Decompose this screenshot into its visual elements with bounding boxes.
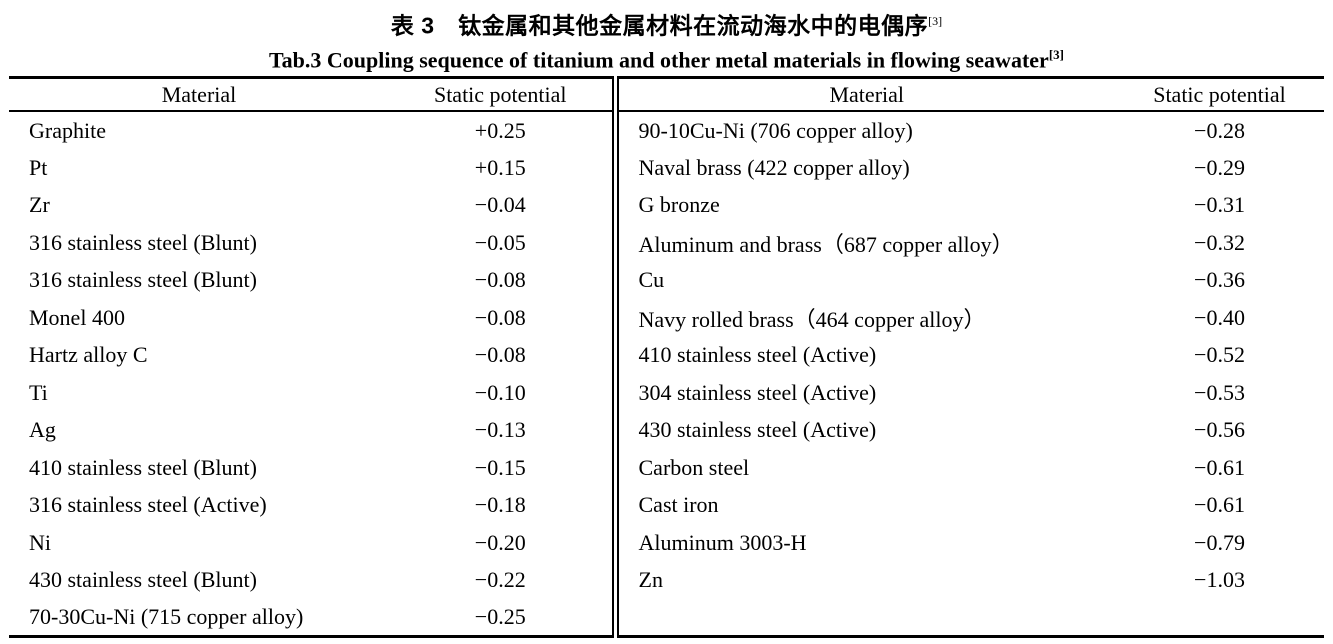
material-cell: Cu (611, 261, 1115, 299)
table-row: 410 stainless steel (Blunt) −0.15 Carbon… (9, 448, 1324, 487)
potential-cell: −0.08 (474, 267, 526, 293)
potential-cell: −0.79 (1194, 529, 1245, 555)
material-cell: Zn (611, 561, 1115, 599)
table-caption-english: Tab.3 Coupling sequence of titanium and … (0, 41, 1333, 74)
table-row: 316 stainless steel (Blunt) −0.05 Alumin… (9, 223, 1324, 262)
table-row: 316 stainless steel (Blunt) −0.08 Cu −0.… (9, 261, 1324, 299)
material-cell: Naval brass (422 copper alloy) (611, 148, 1115, 187)
potential-cell: −0.32 (1194, 229, 1245, 255)
potential-cell: −0.04 (474, 192, 526, 218)
citation-superscript-cn: [3] (928, 14, 943, 28)
material-cell: Ag (29, 417, 56, 443)
caption-chinese-text: 表 3 钛金属和其他金属材料在流动海水中的电偶序 (390, 12, 929, 39)
material-cell: Carbon steel (611, 448, 1115, 487)
table-row: Ag −0.13 430 stainless steel (Active) −0… (9, 411, 1324, 449)
potential-cell: +0.15 (474, 154, 526, 180)
material-cell: Monel 400 (29, 304, 125, 330)
header-potential-right: Static potential (1115, 77, 1324, 113)
potential-cell: −0.36 (1194, 267, 1245, 293)
material-cell: 316 stainless steel (Active) (29, 492, 267, 518)
table-row: Zr −0.04 G bronze −0.31 (9, 186, 1324, 224)
potential-cell: −0.52 (1194, 342, 1245, 368)
caption-english-text: Tab.3 Coupling sequence of titanium and … (269, 46, 1049, 72)
potential-cell: −0.05 (474, 229, 526, 255)
table-row: 430 stainless steel (Blunt) −0.22 Zn −1.… (9, 561, 1324, 599)
table-row: Ni −0.20 Aluminum 3003-H −0.79 (9, 523, 1324, 562)
table-row: Ti −0.10 304 stainless steel (Active) −0… (9, 373, 1324, 412)
potential-cell: +0.25 (474, 117, 526, 143)
material-cell: 70-30Cu-Ni (715 copper alloy) (29, 603, 304, 629)
potential-cell: −0.31 (1194, 192, 1245, 218)
potential-cell: −0.13 (474, 417, 526, 443)
material-cell: Graphite (29, 117, 106, 143)
material-cell: Aluminum 3003-H (611, 523, 1115, 562)
table-row: Graphite +0.25 90-10Cu-Ni (706 copper al… (9, 111, 1324, 149)
potential-cell: −0.18 (474, 492, 526, 518)
material-cell: Hartz alloy C (29, 342, 148, 368)
table-caption-chinese: 表 3 钛金属和其他金属材料在流动海水中的电偶序[3] (0, 7, 1333, 41)
potential-cell: −0.53 (1194, 379, 1245, 405)
header-potential-left: Static potential (389, 77, 615, 113)
potential-cell: −0.25 (474, 603, 526, 629)
material-cell: Aluminum and brass（687 copper alloy） (611, 223, 1115, 262)
potential-cell: −0.61 (1194, 492, 1245, 518)
material-cell: 410 stainless steel (Active) (611, 336, 1115, 374)
material-cell: 410 stainless steel (Blunt) (29, 454, 257, 480)
table-body: Graphite +0.25 90-10Cu-Ni (706 copper al… (9, 111, 1324, 637)
potential-cell: −0.22 (474, 567, 526, 593)
material-cell: 316 stainless steel (Blunt) (29, 267, 257, 293)
table-header: Material Static potential Material Stati… (9, 77, 1324, 113)
potential-cell: −0.29 (1194, 154, 1245, 180)
potential-cell: −0.15 (474, 454, 526, 480)
material-cell: Navy rolled brass（464 copper alloy） (611, 298, 1115, 337)
table-row: 70-30Cu-Ni (715 copper alloy) −0.25 (9, 598, 1324, 637)
potential-cell: −0.08 (474, 342, 526, 368)
material-cell: 316 stainless steel (Blunt) (29, 229, 257, 255)
citation-superscript-en: [3] (1048, 46, 1064, 62)
potential-cell: −0.61 (1194, 454, 1245, 480)
header-material-right: Material (611, 77, 1115, 113)
material-cell (611, 598, 1115, 637)
material-cell: Ti (29, 379, 48, 405)
potential-cell: −0.10 (474, 379, 526, 405)
table-row: Pt +0.15 Naval brass (422 copper alloy) … (9, 148, 1324, 187)
table-row: 316 stainless steel (Active) −0.18 Cast … (9, 486, 1324, 524)
potential-cell: −0.20 (474, 529, 526, 555)
potential-cell: −0.56 (1194, 417, 1245, 443)
material-cell: 430 stainless steel (Blunt) (29, 567, 257, 593)
header-material-left: Material (9, 77, 389, 113)
potential-cell: −1.03 (1194, 567, 1245, 593)
coupling-sequence-table: Material Static potential Material Stati… (9, 75, 1324, 638)
potential-cell: −0.08 (474, 304, 526, 330)
table-row: Hartz alloy C −0.08 410 stainless steel … (9, 336, 1324, 374)
material-cell: 430 stainless steel (Active) (611, 411, 1115, 449)
material-cell: Zr (29, 192, 50, 218)
material-cell: 304 stainless steel (Active) (611, 373, 1115, 412)
potential-cell (1115, 599, 1324, 637)
material-cell: G bronze (611, 186, 1115, 224)
material-cell: Ni (29, 529, 51, 555)
potential-cell: −0.28 (1194, 117, 1245, 143)
material-cell: Pt (29, 154, 48, 180)
material-cell: 90-10Cu-Ni (706 copper alloy) (611, 111, 1115, 149)
header-row: Material Static potential Material Stati… (9, 77, 1324, 113)
potential-cell: −0.40 (1194, 304, 1245, 330)
table-row: Monel 400 −0.08 Navy rolled brass（464 co… (9, 298, 1324, 337)
material-cell: Cast iron (611, 486, 1115, 524)
